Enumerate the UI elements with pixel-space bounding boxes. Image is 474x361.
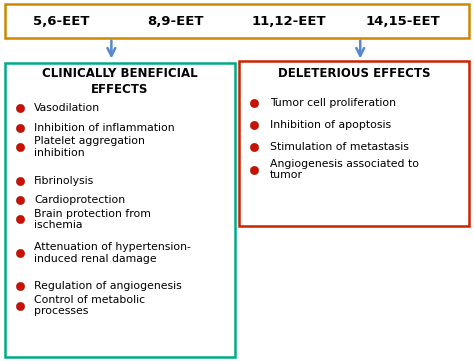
Text: 11,12-EET: 11,12-EET (252, 14, 327, 28)
FancyBboxPatch shape (5, 4, 469, 38)
Text: Attenuation of hypertension-
induced renal damage: Attenuation of hypertension- induced ren… (34, 242, 191, 264)
Text: 8,9-EET: 8,9-EET (147, 14, 204, 28)
FancyBboxPatch shape (239, 61, 469, 226)
Text: Vasodilation: Vasodilation (34, 103, 100, 113)
Text: Regulation of angiogenesis: Regulation of angiogenesis (34, 281, 182, 291)
Text: Cardioprotection: Cardioprotection (34, 195, 125, 205)
Text: Stimulation of metastasis: Stimulation of metastasis (270, 142, 409, 152)
Text: Angiogenesis associated to
tumor: Angiogenesis associated to tumor (270, 159, 419, 180)
Text: Control of metabolic
processes: Control of metabolic processes (34, 295, 145, 317)
Text: DELETERIOUS EFFECTS: DELETERIOUS EFFECTS (278, 67, 430, 80)
FancyBboxPatch shape (5, 63, 235, 357)
Text: Inhibition of inflammation: Inhibition of inflammation (34, 123, 175, 133)
Text: Platelet aggregation
inhibition: Platelet aggregation inhibition (34, 136, 145, 158)
Text: 14,15-EET: 14,15-EET (365, 14, 440, 28)
Text: Tumor cell proliferation: Tumor cell proliferation (270, 98, 396, 108)
Text: CLINICALLY BENEFICIAL
EFFECTS: CLINICALLY BENEFICIAL EFFECTS (42, 67, 198, 96)
Text: 5,6-EET: 5,6-EET (33, 14, 90, 28)
Text: Fibrinolysis: Fibrinolysis (34, 175, 94, 186)
Text: Brain protection from
ischemia: Brain protection from ischemia (34, 209, 151, 230)
Text: Inhibition of apoptosis: Inhibition of apoptosis (270, 120, 392, 130)
